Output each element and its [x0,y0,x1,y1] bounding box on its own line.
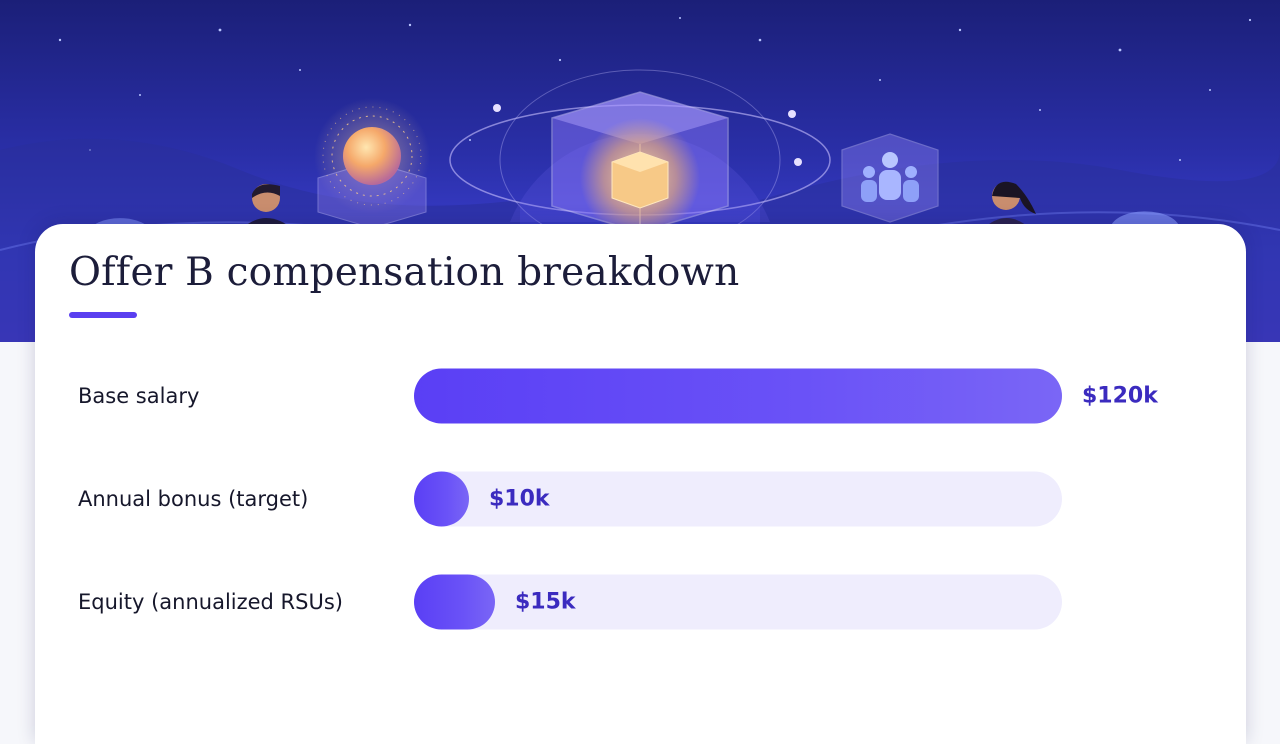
starfield [58,17,1252,161]
bar-track [414,471,1062,527]
bar-track [414,574,1062,630]
glass-cube-icon [551,91,729,238]
bar-label: Base salary [78,384,200,408]
title-accent-bar [69,312,137,318]
bar-label: Equity (annualized RSUs) [78,590,343,614]
bar-label: Annual bonus (target) [78,487,309,511]
bar [414,574,495,630]
chart-card: Offer B compensation breakdown Base sala… [35,224,1246,744]
glowing-orb-icon [314,98,430,229]
chart-title: Offer B compensation breakdown [69,250,740,295]
bar-value-label: $15k [515,589,576,615]
bar-value-label: $10k [489,486,550,512]
bar [414,368,1062,424]
bar-value-label: $120k [1082,383,1158,409]
people-group-icon [841,133,939,223]
bar [414,471,469,527]
